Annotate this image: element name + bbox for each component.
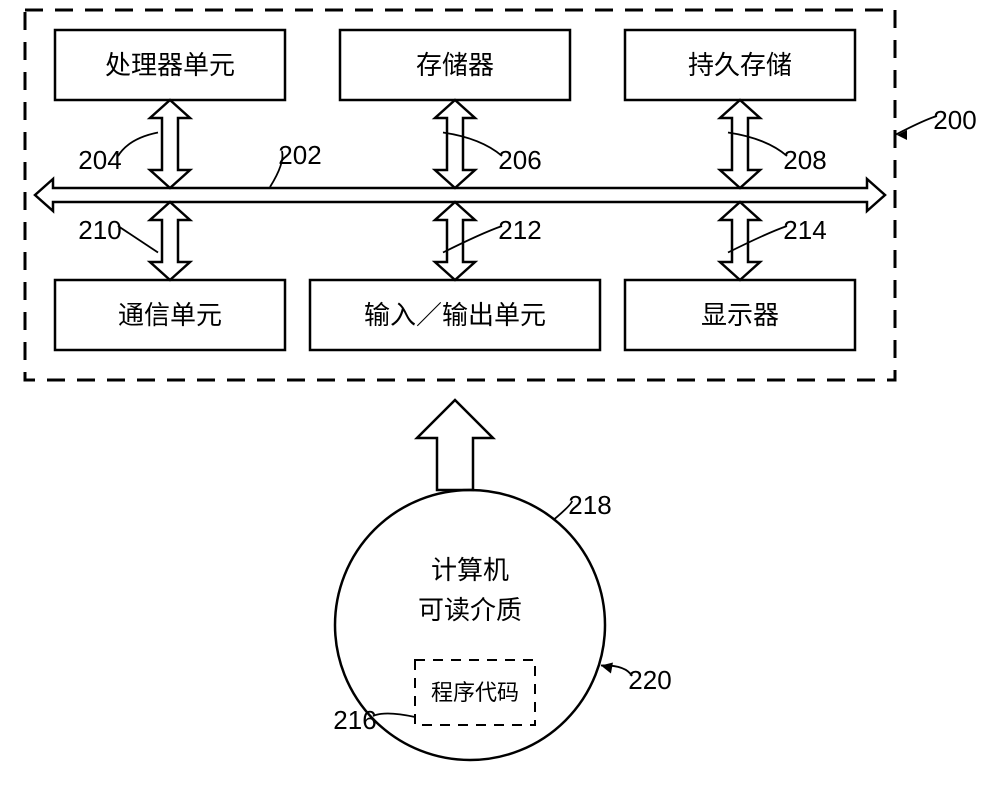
bottom-row: 通信单元 输入／输出单元 显示器 [55,280,855,350]
double-arrow-vertical [435,202,475,280]
ref-leader [373,713,415,717]
component-label: 存储器 [416,50,494,80]
ref-200: 200 [933,105,976,135]
ref-210: 210 [78,215,121,245]
medium-label-2: 可读介质 [418,595,522,625]
component-label: 处理器单元 [105,50,235,80]
ref-208: 208 [783,145,826,175]
ref-arrowhead [601,663,613,674]
component-label: 通信单元 [118,300,222,330]
ref-218: 218 [568,490,611,520]
ref-206: 206 [498,145,541,175]
ref-212: 212 [498,215,541,245]
program-code-box: 程序代码 [415,660,535,725]
double-arrow-vertical [150,202,190,280]
program-code-label: 程序代码 [431,680,519,705]
double-arrow-vertical [150,100,190,188]
double-arrow-vertical [720,100,760,188]
medium-label-1: 计算机 [431,555,509,585]
ref-leader [895,116,937,135]
ref-204: 204 [78,145,121,175]
double-arrow-vertical [720,202,760,280]
ref-202: 202 [278,140,321,170]
ref-220: 220 [628,665,671,695]
ref-leader [118,226,158,253]
media-to-system-arrow [417,400,493,490]
diagram-canvas: 处理器单元 存储器 持久存储 通信单元 输入／输出单元 显示器 计算机可读介质 程序代码… [0,0,1000,808]
ref-214: 214 [783,215,826,245]
double-arrow-vertical [435,100,475,188]
component-label: 输入／输出单元 [364,300,546,330]
ref-216: 216 [333,705,376,735]
component-label: 显示器 [701,300,779,330]
component-label: 持久存储 [688,50,792,80]
top-row: 处理器单元 存储器 持久存储 [55,30,855,100]
ref-leader [118,133,158,157]
up-arrow [417,400,493,490]
